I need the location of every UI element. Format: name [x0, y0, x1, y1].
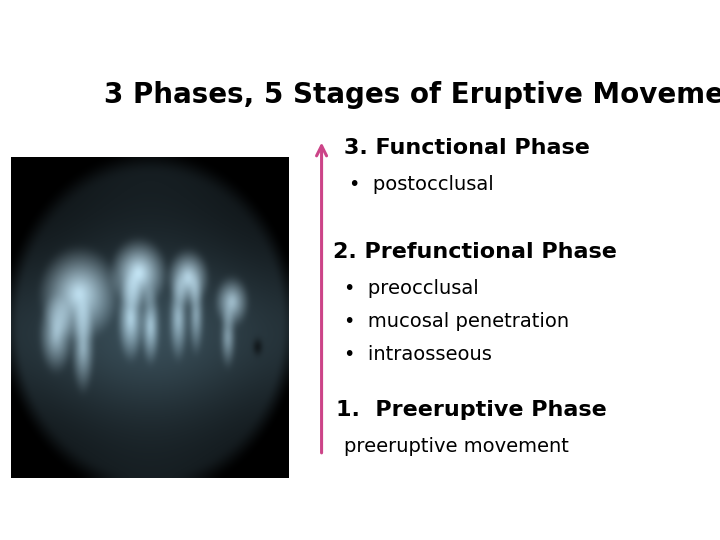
Text: •  postocclusal: • postocclusal: [349, 175, 494, 194]
Text: •  intraosseous: • intraosseous: [344, 346, 492, 365]
Text: 2. Prefunctional Phase: 2. Prefunctional Phase: [333, 241, 616, 261]
Text: 3. Functional Phase: 3. Functional Phase: [344, 138, 590, 158]
Text: 3 Phases, 5 Stages of Eruptive Movement: 3 Phases, 5 Stages of Eruptive Movement: [104, 82, 720, 110]
Text: •  preocclusal: • preocclusal: [344, 279, 479, 298]
Text: 1.  Preeruptive Phase: 1. Preeruptive Phase: [336, 400, 606, 420]
Text: •  mucosal penetration: • mucosal penetration: [344, 312, 569, 331]
Text: preeruptive movement: preeruptive movement: [344, 437, 569, 456]
